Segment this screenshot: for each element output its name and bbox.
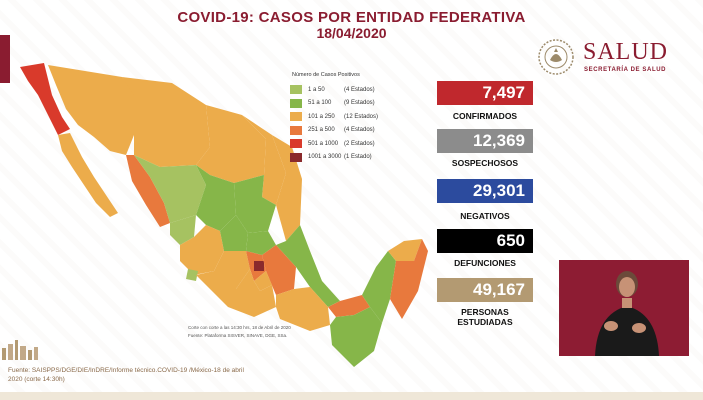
- legend-swatch: [290, 125, 302, 135]
- stat-suspected-label: SOSPECHOSOS: [451, 158, 519, 168]
- state-baja-california: [20, 63, 70, 135]
- legend-item: 1 a 50 (4 Estados): [290, 83, 430, 97]
- state-quintana-roo: [390, 239, 428, 319]
- mexico-map: [20, 63, 428, 367]
- coat-of-arms-icon: [538, 39, 574, 75]
- legend-item: 1001 a 3000 (1 Estado): [290, 151, 430, 165]
- legend-swatch: [290, 152, 302, 162]
- interpreter-figure: [595, 271, 659, 356]
- legend-title: Número de Casos Positivos: [292, 72, 360, 78]
- state-chihuahua: [122, 77, 210, 167]
- salud-logo: SALUD SECRETARÍA DE SALUD: [537, 38, 687, 78]
- state-baja-california-sur: [58, 133, 118, 217]
- map-footnote-cutoff: Corte con corte a las 14:30 hrs, 18 de A…: [188, 325, 291, 330]
- state-nuevo-leon: [242, 115, 286, 205]
- legend-range: 51 a 100: [308, 100, 332, 107]
- state-jalisco: [180, 225, 224, 275]
- legend-range: 1001 a 3000: [308, 154, 342, 161]
- logo-wordmark: SALUD: [583, 39, 669, 65]
- legend-count: (1 Estado): [344, 154, 372, 161]
- legend-range: 251 a 500: [308, 127, 335, 134]
- legend-item: 101 a 250 (12 Estados): [290, 110, 430, 124]
- state-colima: [186, 269, 198, 281]
- legend-item: 251 a 500 (4 Estados): [290, 124, 430, 138]
- state-yucatan: [388, 239, 422, 261]
- state-nayarit: [170, 215, 196, 245]
- stat-negative-value: 29,301: [437, 179, 533, 203]
- state-guerrero: [210, 269, 276, 317]
- legend-item: 51 a 100 (9 Estados): [290, 97, 430, 111]
- legend-swatch: [290, 85, 302, 95]
- page-title: COVID-19: CASOS POR ENTIDAD FEDERATIVA: [177, 9, 526, 26]
- stat-deaths-value: 650: [437, 229, 533, 253]
- state-hidalgo: [246, 231, 276, 255]
- stat-negative-label: NEGATIVOS: [460, 211, 510, 221]
- legend-swatch: [290, 112, 302, 122]
- legend-range: 1 a 50: [308, 86, 325, 93]
- state-zacatecas: [196, 165, 236, 231]
- state-durango: [134, 155, 206, 223]
- state-cdmx: [254, 261, 264, 271]
- stat-confirmed-label: CONFIRMADOS: [452, 111, 518, 121]
- legend-range: 101 a 250: [308, 113, 335, 120]
- state-sonora: [48, 65, 136, 155]
- state-guanajuato: [220, 215, 248, 251]
- state-campeche: [362, 251, 396, 323]
- state-veracruz: [276, 225, 340, 307]
- state-oaxaca: [276, 287, 330, 331]
- state-puebla: [262, 245, 296, 295]
- state-tabasco: [328, 295, 370, 317]
- left-accent-strip: [0, 35, 10, 83]
- legend-count: (4 Estados): [344, 86, 375, 93]
- stat-studied-label: PERSONAS ESTUDIADAS: [457, 307, 513, 327]
- legend-swatch: [290, 139, 302, 149]
- legend-count: (12 Estados): [344, 113, 379, 120]
- state-san-luis-potosi: [234, 175, 276, 233]
- bottom-bar: [0, 392, 703, 400]
- sources-line-1: Fuente: SAISPPS/DGE/DIE/InDRE/Informe té…: [8, 367, 244, 374]
- city-skyline-icon: [2, 340, 38, 360]
- legend-item: 501 a 1000 (2 Estados): [290, 137, 430, 151]
- logo-subtitle: SECRETARÍA DE SALUD: [584, 67, 667, 73]
- stat-confirmed-value: 7,497: [437, 81, 533, 105]
- stat-studied-value: 49,167: [437, 278, 533, 302]
- legend-range: 501 a 1000: [308, 140, 339, 147]
- legend-count: (4 Estados): [344, 127, 375, 134]
- legend-count: (9 Estados): [344, 100, 375, 107]
- state-chiapas: [330, 307, 382, 367]
- map-legend: Número de Casos Positivos 1 a 50 (4 Esta…: [290, 72, 430, 164]
- state-morelos: [254, 271, 272, 291]
- stat-suspected-value: 12,369: [437, 129, 533, 153]
- state-coahuila: [196, 105, 266, 183]
- state-sinaloa: [126, 155, 170, 227]
- sources-note: Fuente: SAISPPS/DGE/DIE/InDRE/Informe té…: [8, 366, 308, 384]
- state-michoacan: [196, 251, 250, 289]
- stat-deaths-label: DEFUNCIONES: [454, 258, 516, 268]
- map-footnote-source: Fuente: Plataforma SISVER, SINAVE, DGE, …: [188, 333, 288, 338]
- sources-line-2: 2020 (corte 14:30h): [8, 376, 65, 383]
- legend-count: (2 Estados): [344, 140, 375, 147]
- report-date: 18/04/2020: [316, 25, 387, 41]
- legend-swatch: [290, 98, 302, 108]
- sign-language-interpreter-video: [559, 260, 689, 356]
